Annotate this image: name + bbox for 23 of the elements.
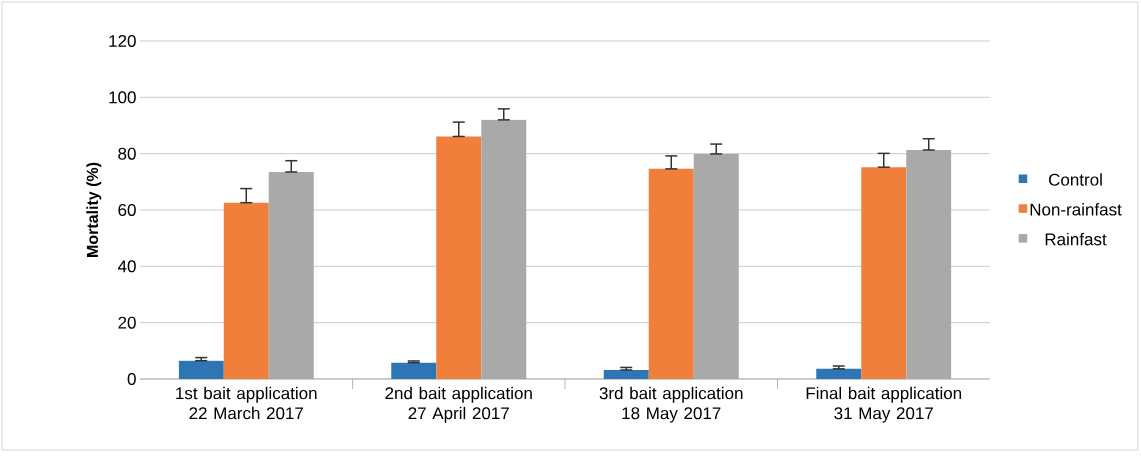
bar — [648, 168, 694, 379]
y-tick-label: 0 — [127, 372, 136, 386]
legend-label: Rainfast — [1045, 232, 1107, 246]
bar — [816, 368, 862, 379]
y-axis-title: Mortality (%) — [86, 162, 102, 257]
y-tick-label: 40 — [117, 260, 136, 273]
y-tick-label: 80 — [118, 147, 136, 160]
x-tick-label: 3rd bait application 18 May 2017 — [599, 386, 743, 423]
x-tick-label: 1st bait application 22 March 2017 — [176, 386, 317, 420]
legend-label: Non-rainfast — [1030, 203, 1122, 216]
bar — [436, 136, 482, 379]
x-tick-label: 2nd bait application 27 April 2017 — [385, 386, 532, 423]
bar — [603, 369, 649, 379]
y-tick-label: 20 — [118, 316, 136, 329]
y-tick-label: 120 — [109, 34, 136, 48]
x-tick-label: Final bait application 31 May 2017 — [806, 386, 962, 423]
legend-label: Control — [1048, 173, 1102, 186]
y-tick-label: 100 — [109, 91, 136, 104]
bar — [861, 167, 907, 379]
bar — [391, 362, 437, 379]
y-tick-label: 60 — [118, 203, 136, 217]
bar — [178, 360, 224, 379]
bar — [223, 202, 269, 379]
